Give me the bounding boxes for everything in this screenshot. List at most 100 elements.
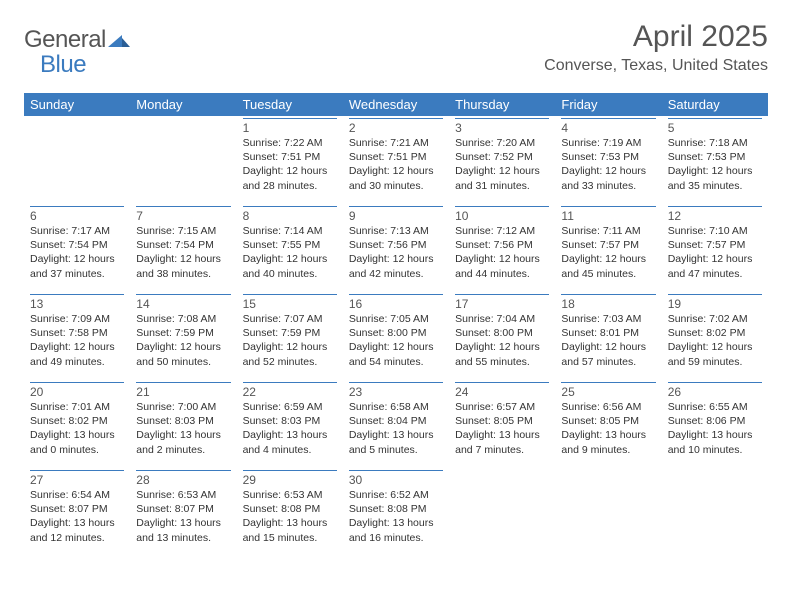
daylight-line: Daylight: 13 hours and 15 minutes.	[243, 516, 337, 544]
day-number: 30	[349, 470, 443, 487]
calendar-row: 13Sunrise: 7:09 AMSunset: 7:58 PM Dayligh…	[24, 292, 768, 380]
daylight-line: Daylight: 12 hours and 30 minutes.	[349, 164, 443, 192]
sunrise-line: Sunrise: 7:13 AM	[349, 224, 443, 238]
calendar-cell: 11Sunrise: 7:11 AMSunset: 7:57 PMDayligh…	[555, 204, 661, 292]
day-number: 17	[455, 294, 549, 311]
calendar-cell	[662, 468, 768, 556]
sunrise-line: Sunrise: 7:21 AM	[349, 136, 443, 150]
daylight-line: Daylight: 13 hours and 4 minutes.	[243, 428, 337, 456]
sunrise-line: Sunrise: 6:57 AM	[455, 400, 549, 414]
calendar-row: 1Sunrise: 7:22 AMSunset: 7:51 PMDaylight…	[24, 116, 768, 204]
day-header: Monday	[130, 93, 236, 116]
calendar-cell: 7Sunrise: 7:15 AMSunset: 7:54 PMDaylight…	[130, 204, 236, 292]
daylight-line: Daylight: 12 hours and 31 minutes.	[455, 164, 549, 192]
sunset-line: Sunset: 7:56 PM	[455, 238, 549, 252]
calendar-cell: 4Sunrise: 7:19 AMSunset: 7:53 PMDaylight…	[555, 116, 661, 204]
calendar-cell: 15Sunrise: 7:07 AMSunset: 7:59 PMDayligh…	[237, 292, 343, 380]
calendar-row: 20Sunrise: 7:01 AMSunset: 8:02 PMDayligh…	[24, 380, 768, 468]
daylight-line: Daylight: 12 hours and 45 minutes.	[561, 252, 655, 280]
sunset-line: Sunset: 8:07 PM	[136, 502, 230, 516]
calendar-cell: 14Sunrise: 7:08 AMSunset: 7:59 PMDayligh…	[130, 292, 236, 380]
calendar-cell: 19Sunrise: 7:02 AMSunset: 8:02 PMDayligh…	[662, 292, 768, 380]
calendar-cell: 16Sunrise: 7:05 AMSunset: 8:00 PMDayligh…	[343, 292, 449, 380]
sunset-line: Sunset: 8:08 PM	[349, 502, 443, 516]
day-number: 14	[136, 294, 230, 311]
daylight-line: Daylight: 13 hours and 0 minutes.	[30, 428, 124, 456]
daylight-line: Daylight: 13 hours and 12 minutes.	[30, 516, 124, 544]
day-number: 27	[30, 470, 124, 487]
day-number: 23	[349, 382, 443, 399]
day-number: 11	[561, 206, 655, 223]
day-number: 3	[455, 118, 549, 135]
sunrise-line: Sunrise: 6:53 AM	[243, 488, 337, 502]
logo-text-2: Blue	[40, 51, 86, 79]
sunrise-line: Sunrise: 7:20 AM	[455, 136, 549, 150]
calendar-cell: 30Sunrise: 6:52 AMSunset: 8:08 PMDayligh…	[343, 468, 449, 556]
daylight-line: Daylight: 13 hours and 9 minutes.	[561, 428, 655, 456]
sunset-line: Sunset: 7:57 PM	[561, 238, 655, 252]
day-number: 28	[136, 470, 230, 487]
daylight-line: Daylight: 12 hours and 55 minutes.	[455, 340, 549, 368]
day-number: 13	[30, 294, 124, 311]
sunrise-line: Sunrise: 7:07 AM	[243, 312, 337, 326]
day-number: 29	[243, 470, 337, 487]
day-number: 19	[668, 294, 762, 311]
sunrise-line: Sunrise: 6:55 AM	[668, 400, 762, 414]
logo-mark-icon	[108, 29, 130, 52]
sunrise-line: Sunrise: 7:17 AM	[30, 224, 124, 238]
day-number: 10	[455, 206, 549, 223]
daylight-line: Daylight: 12 hours and 37 minutes.	[30, 252, 124, 280]
calendar-cell: 28Sunrise: 6:53 AMSunset: 8:07 PMDayligh…	[130, 468, 236, 556]
sunset-line: Sunset: 7:55 PM	[243, 238, 337, 252]
sunset-line: Sunset: 7:59 PM	[243, 326, 337, 340]
sunset-line: Sunset: 7:53 PM	[561, 150, 655, 164]
sunset-line: Sunset: 7:59 PM	[136, 326, 230, 340]
sunrise-line: Sunrise: 7:14 AM	[243, 224, 337, 238]
sunrise-line: Sunrise: 7:03 AM	[561, 312, 655, 326]
day-number: 8	[243, 206, 337, 223]
daylight-line: Daylight: 12 hours and 35 minutes.	[668, 164, 762, 192]
calendar-cell: 13Sunrise: 7:09 AMSunset: 7:58 PMDayligh…	[24, 292, 130, 380]
calendar-cell	[555, 468, 661, 556]
sunset-line: Sunset: 7:57 PM	[668, 238, 762, 252]
calendar-cell: 9Sunrise: 7:13 AMSunset: 7:56 PMDaylight…	[343, 204, 449, 292]
calendar-cell: 2Sunrise: 7:21 AMSunset: 7:51 PMDaylight…	[343, 116, 449, 204]
day-number: 22	[243, 382, 337, 399]
calendar-cell: 21Sunrise: 7:00 AMSunset: 8:03 PMDayligh…	[130, 380, 236, 468]
calendar-cell: 5Sunrise: 7:18 AMSunset: 7:53 PMDaylight…	[662, 116, 768, 204]
daylight-line: Daylight: 12 hours and 59 minutes.	[668, 340, 762, 368]
day-number: 18	[561, 294, 655, 311]
sunrise-line: Sunrise: 7:02 AM	[668, 312, 762, 326]
calendar-cell: 26Sunrise: 6:55 AMSunset: 8:06 PMDayligh…	[662, 380, 768, 468]
sunset-line: Sunset: 7:58 PM	[30, 326, 124, 340]
calendar-cell	[449, 468, 555, 556]
day-header: Saturday	[662, 93, 768, 116]
calendar-row: 27Sunrise: 6:54 AMSunset: 8:07 PMDayligh…	[24, 468, 768, 556]
day-header: Wednesday	[343, 93, 449, 116]
calendar-cell: 20Sunrise: 7:01 AMSunset: 8:02 PMDayligh…	[24, 380, 130, 468]
sunrise-line: Sunrise: 7:12 AM	[455, 224, 549, 238]
sunset-line: Sunset: 8:08 PM	[243, 502, 337, 516]
sunset-line: Sunset: 8:03 PM	[136, 414, 230, 428]
sunrise-line: Sunrise: 7:22 AM	[243, 136, 337, 150]
calendar-table: SundayMondayTuesdayWednesdayThursdayFrid…	[24, 93, 768, 556]
daylight-line: Daylight: 12 hours and 44 minutes.	[455, 252, 549, 280]
day-header: Tuesday	[237, 93, 343, 116]
daylight-line: Daylight: 12 hours and 47 minutes.	[668, 252, 762, 280]
calendar-cell: 22Sunrise: 6:59 AMSunset: 8:03 PMDayligh…	[237, 380, 343, 468]
sunrise-line: Sunrise: 7:00 AM	[136, 400, 230, 414]
daylight-line: Daylight: 13 hours and 2 minutes.	[136, 428, 230, 456]
daylight-line: Daylight: 12 hours and 40 minutes.	[243, 252, 337, 280]
day-header: Thursday	[449, 93, 555, 116]
month-title: April 2025	[544, 20, 768, 53]
sunrise-line: Sunrise: 7:09 AM	[30, 312, 124, 326]
calendar-cell: 23Sunrise: 6:58 AMSunset: 8:04 PMDayligh…	[343, 380, 449, 468]
day-header: Sunday	[24, 93, 130, 116]
sunset-line: Sunset: 7:51 PM	[243, 150, 337, 164]
day-number: 9	[349, 206, 443, 223]
sunrise-line: Sunrise: 6:52 AM	[349, 488, 443, 502]
calendar-cell: 3Sunrise: 7:20 AMSunset: 7:52 PMDaylight…	[449, 116, 555, 204]
sunset-line: Sunset: 8:00 PM	[349, 326, 443, 340]
daylight-line: Daylight: 13 hours and 5 minutes.	[349, 428, 443, 456]
sunrise-line: Sunrise: 7:18 AM	[668, 136, 762, 150]
